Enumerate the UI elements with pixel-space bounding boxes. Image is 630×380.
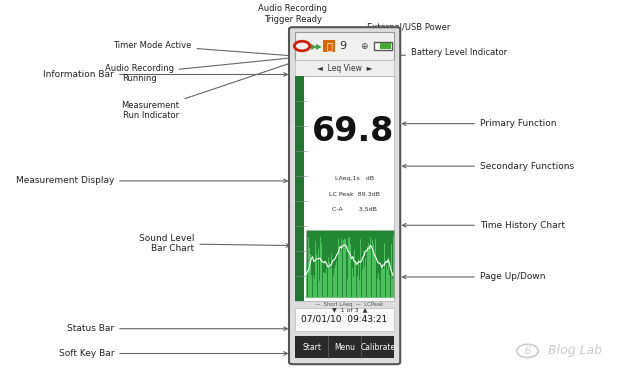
Text: ▼  1 of 3  ▲: ▼ 1 of 3 ▲ bbox=[332, 307, 367, 312]
Text: Audio Recording
Running: Audio Recording Running bbox=[105, 55, 302, 83]
FancyBboxPatch shape bbox=[295, 309, 394, 331]
Text: Soft Key Bar: Soft Key Bar bbox=[59, 349, 287, 358]
Text: Timer Mode Active: Timer Mode Active bbox=[113, 41, 296, 57]
Text: LAeq,1s   dB: LAeq,1s dB bbox=[335, 176, 374, 181]
Text: Battery Level Indicator: Battery Level Indicator bbox=[386, 48, 507, 58]
Text: ⧖: ⧖ bbox=[326, 41, 333, 51]
FancyBboxPatch shape bbox=[381, 43, 391, 49]
Text: Start: Start bbox=[302, 343, 321, 352]
FancyBboxPatch shape bbox=[295, 76, 394, 301]
Text: Audio Recording
Trigger Ready: Audio Recording Trigger Ready bbox=[258, 5, 327, 53]
Text: Measurement Display: Measurement Display bbox=[16, 176, 287, 185]
Text: Time History Chart: Time History Chart bbox=[403, 221, 565, 230]
Text: Sound Level
Bar Chart: Sound Level Bar Chart bbox=[139, 234, 290, 253]
Text: Status Bar: Status Bar bbox=[67, 324, 287, 333]
Text: Secondary Functions: Secondary Functions bbox=[403, 162, 574, 171]
Text: 9: 9 bbox=[340, 41, 347, 51]
Text: ▶▶: ▶▶ bbox=[311, 41, 322, 51]
Text: Menu: Menu bbox=[334, 343, 355, 352]
FancyBboxPatch shape bbox=[306, 230, 394, 297]
FancyBboxPatch shape bbox=[295, 32, 394, 60]
Text: ⊕: ⊕ bbox=[360, 41, 368, 51]
Text: LC Peak  89.3dB: LC Peak 89.3dB bbox=[329, 192, 380, 196]
FancyBboxPatch shape bbox=[289, 27, 400, 364]
Text: —  Short LAeq  —  LCPeak: — Short LAeq — LCPeak bbox=[316, 302, 384, 307]
Text: C-A        3.5dB: C-A 3.5dB bbox=[332, 207, 377, 212]
FancyBboxPatch shape bbox=[374, 42, 392, 50]
Text: Measurement
Run Indicator: Measurement Run Indicator bbox=[122, 57, 307, 120]
Text: External/USB Power: External/USB Power bbox=[367, 22, 450, 54]
Text: 69.8: 69.8 bbox=[311, 115, 394, 147]
FancyBboxPatch shape bbox=[323, 40, 335, 52]
Text: Information Bar: Information Bar bbox=[43, 70, 287, 79]
Text: Blog Lab: Blog Lab bbox=[548, 344, 602, 358]
FancyBboxPatch shape bbox=[295, 76, 304, 301]
Text: 07/01/10  09:43:21: 07/01/10 09:43:21 bbox=[302, 315, 387, 324]
Text: View Mode: View Mode bbox=[329, 30, 375, 53]
Text: ◄  Leq View  ►: ◄ Leq View ► bbox=[317, 64, 372, 73]
Text: Page Up/Down: Page Up/Down bbox=[403, 272, 546, 282]
Text: Calibrate: Calibrate bbox=[360, 343, 395, 352]
FancyBboxPatch shape bbox=[295, 336, 394, 358]
FancyBboxPatch shape bbox=[295, 60, 394, 76]
Text: 6: 6 bbox=[524, 346, 530, 356]
Text: Primary Function: Primary Function bbox=[403, 119, 556, 128]
